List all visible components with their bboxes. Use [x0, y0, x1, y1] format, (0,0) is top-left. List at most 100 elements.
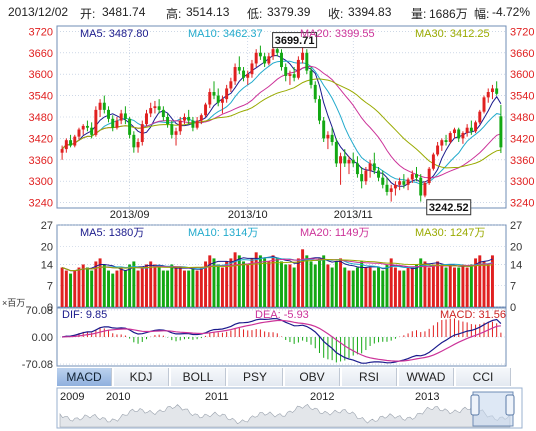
volume-bar	[292, 267, 296, 307]
price-ytick-left: 3660	[29, 48, 53, 60]
volume-ytick-left: 14	[41, 259, 53, 271]
volume-bar	[250, 258, 254, 307]
candle-body	[377, 170, 381, 178]
volume-bar	[90, 270, 94, 307]
candle-body	[178, 120, 182, 132]
volume-bar	[402, 270, 406, 307]
volume-legend-ma10: MA10: 1314万	[188, 227, 258, 239]
volume-bar	[233, 252, 237, 307]
volume-ytick-left: 7	[47, 281, 53, 293]
volume-bar	[486, 264, 490, 307]
volume-bar	[107, 270, 110, 307]
volume-bar	[415, 264, 418, 307]
price-ytick-left: 3300	[29, 176, 53, 188]
volume-bar	[330, 267, 334, 307]
candle-body	[123, 113, 127, 119]
volume-ytick-right: 0	[510, 302, 516, 314]
candle-body	[431, 154, 435, 169]
volume-legend-ma5: MA5: 1380万	[80, 227, 144, 239]
quote-open: 3481.74	[102, 5, 146, 19]
candle-body	[191, 120, 195, 128]
volume-unit-label: ×百万	[2, 298, 25, 308]
volume-bar	[267, 261, 271, 307]
candle-body	[436, 145, 440, 155]
candle-body	[77, 129, 81, 137]
tab-macd[interactable]: MACD	[57, 368, 112, 386]
volume-bar	[457, 267, 461, 307]
volume-bar	[119, 267, 123, 307]
volume-bar	[77, 267, 81, 307]
volume-bar	[296, 258, 300, 307]
candle-body	[94, 109, 98, 135]
candle-body	[149, 108, 153, 114]
volume-bar	[423, 261, 427, 307]
candle-body	[406, 179, 410, 185]
candle-body	[153, 106, 157, 109]
candle-body	[263, 56, 267, 64]
volume-bar	[347, 270, 351, 307]
volume-bar	[431, 264, 435, 307]
volume-bar	[288, 264, 292, 307]
volume-y-axis: 0 0 7 7 14 14 20 20 27 27	[41, 220, 523, 314]
annotation-label: 3699.71	[275, 35, 315, 47]
price-legend-ma5: MA5: 3487.80	[80, 28, 149, 40]
volume-bar	[128, 264, 132, 307]
candle-body	[419, 177, 423, 196]
candle-body	[225, 88, 229, 100]
timeline-right-handle[interactable]	[505, 394, 515, 416]
candle-body	[292, 74, 296, 78]
volume-bar	[334, 261, 338, 307]
volume-bar	[182, 270, 186, 307]
volume-ma30-line	[61, 258, 493, 272]
candle-body	[372, 163, 376, 171]
volume-bar	[339, 258, 343, 307]
quote-close: 3394.83	[348, 5, 392, 19]
quote-high: 3514.13	[186, 5, 230, 19]
volume-bar	[136, 270, 140, 307]
candle-body	[334, 141, 338, 164]
candle-body	[254, 52, 258, 64]
volume-bar	[145, 264, 148, 307]
tab-cci[interactable]: CCI	[456, 368, 511, 386]
volume-bar	[166, 270, 170, 307]
quote-low-label: 低:	[247, 7, 263, 21]
volume-bar	[313, 264, 317, 307]
x-tick-label: 2013/09	[110, 209, 150, 221]
tab-kdj[interactable]: KDJ	[114, 368, 169, 386]
price-ytick-left: 3720	[29, 26, 53, 38]
tab-psy[interactable]: PSY	[228, 368, 283, 386]
candle-body	[381, 177, 385, 185]
volume-bar	[444, 267, 448, 307]
tab-boll[interactable]: BOLL	[171, 368, 226, 386]
tab-obv[interactable]: OBV	[285, 368, 340, 386]
volume-bar	[174, 267, 178, 307]
price-ytick-right: 3360	[510, 155, 534, 167]
volume-ytick-right: 14	[510, 259, 522, 271]
price-legend-ma10: MA10: 3462.37	[188, 28, 263, 40]
candle-body	[339, 156, 343, 164]
tab-wwad[interactable]: WWAD	[399, 368, 454, 386]
volume-bar	[389, 258, 393, 307]
annotation-label: 3242.52	[429, 202, 469, 214]
candle-body	[322, 120, 326, 139]
x-tick-label: 2013/11	[334, 209, 373, 221]
volume-bar	[98, 258, 102, 307]
candle-body	[145, 113, 148, 125]
macd-y-axis: -70.08 0.00 70.08	[22, 305, 53, 371]
price-ytick-right: 3480	[510, 112, 534, 124]
candle-body	[410, 174, 414, 180]
price-ytick-right: 3660	[510, 48, 534, 60]
candle-body	[495, 88, 499, 94]
candle-body	[81, 125, 85, 130]
volume-bar	[355, 267, 359, 307]
tab-rsi[interactable]: RSI	[342, 368, 397, 386]
candle-body	[115, 120, 119, 128]
volume-bar	[208, 255, 212, 307]
candle-body	[284, 67, 288, 76]
candle-body	[453, 129, 456, 134]
timeline-year-label: 2010	[106, 391, 131, 403]
volume-bar	[178, 267, 182, 307]
timeline-left-handle[interactable]	[470, 394, 480, 416]
volume-bar	[140, 267, 144, 307]
candle-body	[220, 99, 224, 103]
